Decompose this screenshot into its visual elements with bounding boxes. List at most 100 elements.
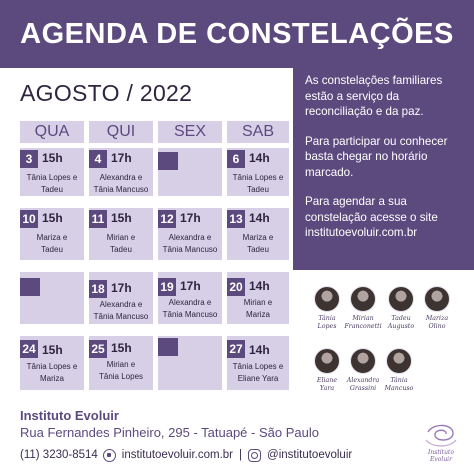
facilitator-last-name: Augusto	[387, 323, 415, 330]
day-header-qui: QUI	[89, 121, 153, 143]
contact-bar: (11) 3230-8514 institutoevoluir.com.br |…	[20, 446, 352, 464]
facilitator-first-name: Mariza	[425, 315, 449, 322]
calendar-cell: 4 17h Alexandra e Tânia Mancuso	[89, 148, 153, 196]
session-time: 14h	[249, 151, 270, 165]
institute-address: Rua Fernandes Pinheiro, 295 - Tatuapé - …	[20, 425, 319, 440]
phone-number: (11) 3230-8514	[20, 449, 98, 461]
avatar	[388, 286, 414, 312]
calendar-cell: 19 17h Alexandra e Tânia Mancuso	[158, 272, 222, 324]
avatar	[350, 348, 376, 374]
info-box: As constelações familiares estão a servi…	[293, 63, 474, 270]
website-link[interactable]: institutoevoluir.com.br	[121, 449, 234, 461]
calendar-cell: 20 14h Mirian e Mariza	[227, 272, 289, 324]
calendar-cell: 6 14h Tânia Lopes e Tadeu	[227, 148, 289, 196]
facilitator-line: Mirian e	[243, 298, 273, 307]
day-number: 20	[227, 278, 245, 296]
session-time: 15h	[42, 211, 63, 225]
day-number: 27	[227, 340, 245, 358]
day-number: 12	[158, 210, 176, 228]
institute-logo-icon	[425, 424, 457, 447]
facilitator-first-name: Tadeu	[391, 315, 411, 322]
facilitator-line: Alexandra e	[168, 233, 212, 242]
calendar-cell: 3 15h Tânia Lopes e Tadeu	[20, 148, 84, 196]
facilitator-first-name: Tânia	[318, 315, 336, 322]
facilitator-line: Tânia Mancuso	[162, 309, 218, 319]
facilitator-first-name: Eliane	[316, 377, 338, 384]
calendar-cell: 13 14h Mariza e Tadeu	[227, 208, 289, 260]
session-time: 15h	[111, 211, 132, 225]
page-title: AGENDA DE CONSTELAÇÕES	[20, 17, 454, 50]
session-time: 15h	[42, 343, 63, 357]
info-paragraph-2: Para participar ou conhecer basta chegar…	[305, 134, 448, 179]
facilitator-line: Tânia Mancuso	[162, 244, 218, 254]
calendar-cell: 12 17h Alexandra e Tânia Mancuso	[158, 208, 222, 260]
day-header-sab: SAB	[227, 121, 289, 143]
instagram-handle[interactable]: @institutoevoluir	[267, 449, 353, 461]
facilitator-line: Tadeu	[247, 184, 269, 194]
calendar-cell: 25 15h Mirian e Tânia Lopes	[89, 336, 153, 390]
facilitator-card: Alexandra Grassini	[338, 348, 388, 393]
avatar	[314, 348, 340, 374]
session-time: 14h	[249, 343, 270, 357]
day-number: 24	[20, 340, 38, 358]
day-number: 3	[20, 150, 38, 168]
calendar-cell: 10 15h Mariza e Tadeu	[20, 208, 84, 260]
calendar-cell: 11 15h Mirian e Tadeu	[89, 208, 153, 260]
session-time: 14h	[249, 211, 270, 225]
day-number: 13	[227, 210, 245, 228]
facilitator-first-name: Mirian	[352, 315, 374, 322]
calendar-cell-empty	[20, 272, 84, 324]
info-paragraph-3: Para agendar a sua constelação acesse o …	[305, 195, 438, 239]
calendar-cell-empty	[158, 336, 222, 390]
calendar-cell: 18 17h Alexandra e Tânia Mancuso	[89, 272, 153, 324]
facilitator-first-name: Alexandra	[346, 377, 380, 384]
facilitator-line: Tânia Lopes e	[232, 173, 284, 182]
facilitator-last-name: Olino	[428, 323, 446, 330]
facilitator-line: Tadeu	[41, 184, 63, 194]
facilitator-card: Tânia Lopes	[302, 286, 352, 331]
instagram-icon	[248, 448, 262, 462]
empty-day-marker	[158, 152, 178, 170]
day-number: 4	[89, 150, 107, 168]
facilitator-line: Alexandra e	[99, 173, 143, 182]
facilitator-last-name: Grassini	[349, 385, 377, 392]
facilitator-line: Tânia Lopes e	[26, 173, 78, 182]
month-title: AGOSTO / 2022	[20, 80, 193, 106]
day-number: 6	[227, 150, 245, 168]
facilitator-line: Eliane Yara	[237, 373, 279, 383]
facilitator-card: Mirian Franconetti	[338, 286, 388, 331]
facilitator-last-name: Franconetti	[344, 323, 382, 330]
day-header-qua: QUA	[20, 121, 84, 143]
separator: |	[239, 449, 243, 461]
facilitator-card: Tânia Mancuso	[374, 348, 424, 393]
facilitator-line: Tadeu	[110, 244, 132, 254]
session-time: 17h	[180, 279, 201, 293]
facilitator-card: Mariza Olino	[412, 286, 462, 331]
facilitator-line: Mariza e	[36, 233, 68, 242]
facilitator-first-name: Tânia	[390, 377, 408, 384]
session-time: 17h	[111, 151, 132, 165]
facilitator-card: Eliane Yara	[302, 348, 352, 393]
avatar	[424, 286, 450, 312]
avatar	[314, 286, 340, 312]
facilitator-line: Alexandra e	[168, 298, 212, 307]
logo-text: Instituto Evoluir	[428, 449, 454, 463]
info-paragraph-1: As constelações familiares estão a servi…	[305, 74, 443, 118]
facilitator-last-name: Lopes	[317, 323, 337, 330]
avatar	[386, 348, 412, 374]
facilitator-line: Mariza e	[242, 233, 274, 242]
day-number: 10	[20, 210, 38, 228]
institute-name: Instituto Evoluir	[20, 408, 119, 423]
facilitator-line: Tânia Mancuso	[93, 311, 149, 321]
day-number: 25	[89, 340, 107, 358]
facilitator-line: Tânia Lopes	[98, 371, 144, 381]
empty-day-marker	[158, 338, 178, 356]
facilitator-line: Tadeu	[247, 244, 269, 254]
calendar-cell-empty	[158, 148, 222, 196]
facilitator-line: Mirian e	[106, 233, 136, 242]
facilitator-line: Tânia Lopes e	[26, 362, 78, 371]
session-time: 17h	[180, 211, 201, 225]
facilitator-card: Tadeu Augusto	[376, 286, 426, 331]
session-time: 17h	[111, 281, 132, 295]
session-time: 15h	[42, 151, 63, 165]
